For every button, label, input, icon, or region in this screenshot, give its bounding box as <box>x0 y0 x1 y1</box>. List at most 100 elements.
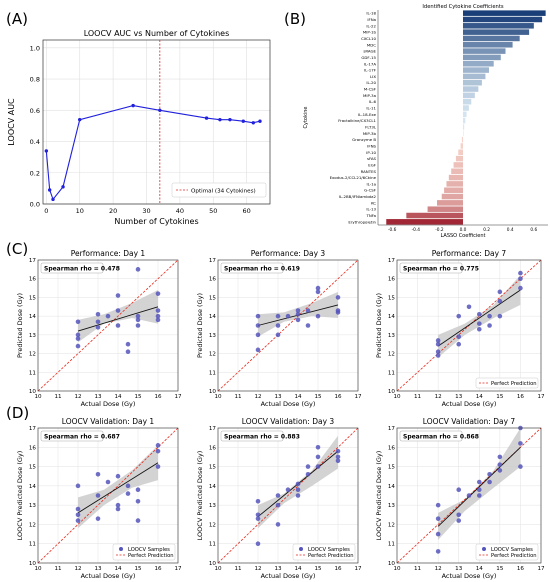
sample-point <box>105 313 111 319</box>
coefficient-bar <box>451 168 463 175</box>
sample-point <box>435 531 441 537</box>
sample-point <box>497 462 503 467</box>
category-label: IL-17A <box>364 61 377 66</box>
legend-box <box>475 377 539 389</box>
y-tick-label: 13 <box>209 503 217 509</box>
x-tick-label: 16 <box>517 394 525 400</box>
auc-point <box>131 103 135 108</box>
y-axis-label: Predicted Dose (Gy) <box>16 293 24 358</box>
plot-frame <box>217 259 359 392</box>
category-label: Exodus-2/CCL21/6Ckine <box>330 175 377 180</box>
sample-point <box>315 464 321 469</box>
y-tick-label: 13 <box>29 333 37 339</box>
y-axis-label: LOOCV Predicted Dose (Gy) <box>16 451 24 541</box>
y-axis-label: Predicted Dose (Gy) <box>375 293 383 358</box>
sample-point <box>115 506 121 512</box>
x-axis-label: Actual Dose (Gy) <box>261 400 316 408</box>
x-tick-label: 10 <box>34 566 42 572</box>
coefficient-bar <box>463 130 464 137</box>
x-axis-label: Number of Cytokines <box>114 217 198 226</box>
coefficient-bar <box>463 67 489 73</box>
auc-point <box>218 117 222 122</box>
x-tick-label: 12 <box>254 566 261 572</box>
panel-label-d: (D) <box>6 404 29 422</box>
legend-box <box>292 543 356 561</box>
y-axis-label: LOOCV Predicted Dose (Gy) <box>375 451 383 541</box>
spearman-annotation: Spearman rho = 0.883 <box>224 434 300 441</box>
x-axis-label: Actual Dose (Gy) <box>442 572 497 580</box>
x-tick-label: 14 <box>294 566 302 572</box>
x-tick-label: 13 <box>455 394 463 400</box>
y-tick-label: 11 <box>209 542 217 548</box>
sample-point <box>275 332 281 338</box>
y-tick-label: 0.6 <box>30 107 40 115</box>
regression-line <box>77 306 159 332</box>
category-label: EGF <box>368 162 376 167</box>
coefficient-bar <box>463 48 506 54</box>
sample-point <box>155 317 161 323</box>
coefficient-bar <box>453 162 463 168</box>
x-tick-label: 13 <box>94 566 102 572</box>
legend-label: LOOCV Samples <box>491 547 533 553</box>
category-label: IP-10 <box>366 150 376 155</box>
coefficient-bar <box>444 187 463 193</box>
legend-box <box>171 182 267 198</box>
coefficient-bar <box>463 98 472 105</box>
annotation-box <box>220 262 284 274</box>
sample-point <box>497 454 503 460</box>
plot-frame <box>37 427 179 564</box>
x-tick-label: 17 <box>537 394 545 400</box>
y-tick-label: 0.4 <box>30 138 40 146</box>
x-tick-label: 16 <box>334 394 342 400</box>
y-tick-label: 13 <box>209 333 217 339</box>
annotation-box <box>40 262 104 274</box>
sample-point <box>456 334 462 340</box>
x-tick-label: 11 <box>414 566 422 572</box>
x-tick-label: 0.2 <box>483 227 490 233</box>
x-tick-label: 16 <box>517 566 525 572</box>
sample-point <box>305 464 311 469</box>
sample-point <box>275 502 281 508</box>
annotation-box <box>399 262 463 274</box>
panel-a-auc-line-chart: 0.0 0.2 0.4 0.6 0.8 1.0 0 10 20 30 40 50 60 LOOCV AUC… <box>7 29 271 226</box>
x-axis-label: Actual Dose (Gy) <box>442 400 497 408</box>
category-label: sRAGE <box>363 49 376 54</box>
y-tick-label: 16 <box>209 277 217 283</box>
coefficient-bar <box>463 10 546 16</box>
x-tick-label: 13 <box>274 394 282 400</box>
sample-point <box>456 512 462 518</box>
x-tick-label: 10 <box>34 394 42 400</box>
x-tick-label: 12 <box>254 394 261 400</box>
x-tick-label: 14 <box>114 394 122 400</box>
y-tick-label: 16 <box>388 445 396 451</box>
legend-swatch <box>119 547 123 551</box>
coefficient-bar <box>448 174 463 181</box>
sample-point <box>518 441 523 446</box>
plot-frame <box>396 427 542 564</box>
coefficient-bar <box>463 117 466 124</box>
category-label: G-CSF <box>364 188 377 193</box>
sample-point <box>95 471 101 477</box>
y-tick-label: 12 <box>388 522 395 528</box>
sample-point <box>255 313 261 319</box>
panel-label-c: (C) <box>6 240 28 258</box>
x-tick-label: 16 <box>154 566 162 572</box>
sample-point <box>435 516 441 521</box>
coefficient-bar <box>463 16 543 23</box>
x-tick-label: -0.6 <box>388 227 397 233</box>
coefficient-bar <box>441 193 463 200</box>
category-label: FLT3L <box>365 124 377 129</box>
y-tick-label: 12 <box>29 352 36 358</box>
sample-point <box>135 498 141 504</box>
sample-point <box>518 285 523 291</box>
coefficient-bar <box>463 79 482 86</box>
legend-label: Perfect Prediction <box>128 553 174 559</box>
perfect-prediction-line <box>217 259 359 392</box>
sample-point <box>435 338 441 343</box>
sample-point <box>115 308 121 313</box>
sample-point <box>135 323 141 328</box>
sample-point <box>125 483 131 489</box>
sample-point <box>295 481 301 487</box>
y-tick-label: 13 <box>388 503 396 509</box>
